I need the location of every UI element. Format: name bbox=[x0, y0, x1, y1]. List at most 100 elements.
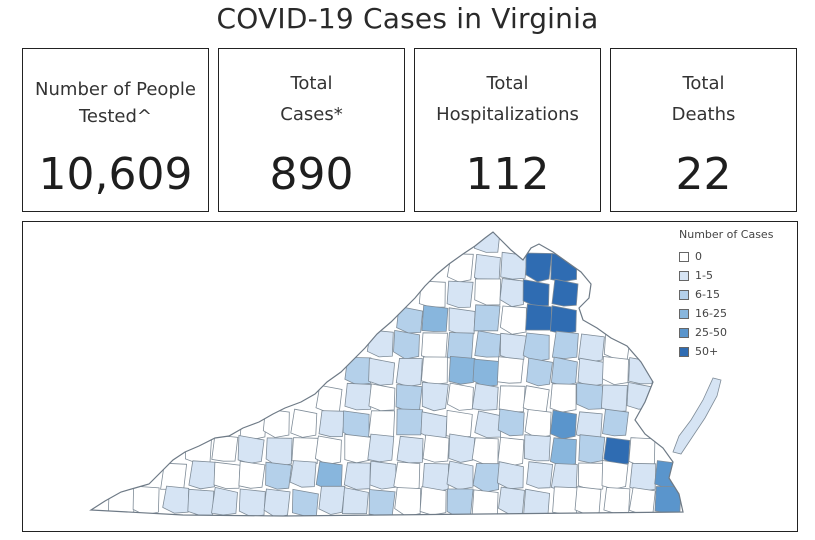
county-region[interactable] bbox=[446, 280, 474, 309]
county-region[interactable] bbox=[602, 408, 629, 437]
county-region[interactable] bbox=[601, 460, 629, 490]
county-region[interactable] bbox=[238, 488, 266, 517]
county-region[interactable] bbox=[474, 410, 502, 438]
county-region[interactable] bbox=[473, 304, 501, 332]
county-region[interactable] bbox=[474, 330, 502, 358]
county-region[interactable] bbox=[369, 460, 397, 490]
county-region[interactable] bbox=[368, 489, 396, 517]
county-region[interactable] bbox=[500, 251, 528, 280]
kpi-people-tested[interactable]: Number of People Tested^ 10,609 bbox=[22, 48, 209, 212]
county-region[interactable] bbox=[551, 278, 579, 307]
county-region[interactable] bbox=[446, 332, 474, 360]
county-region[interactable] bbox=[496, 356, 524, 384]
county-region[interactable] bbox=[549, 383, 577, 413]
county-region[interactable] bbox=[263, 488, 291, 518]
county-region[interactable] bbox=[188, 460, 216, 490]
county-region[interactable] bbox=[318, 410, 346, 438]
county-region[interactable] bbox=[574, 486, 602, 515]
legend-item[interactable]: 1-5 bbox=[679, 266, 789, 285]
county-region[interactable] bbox=[239, 410, 267, 441]
county-region[interactable] bbox=[314, 435, 342, 465]
county-region[interactable] bbox=[499, 305, 527, 335]
county-region[interactable] bbox=[628, 437, 656, 467]
county-region[interactable] bbox=[472, 358, 500, 388]
county-region[interactable] bbox=[265, 461, 293, 490]
county-region[interactable] bbox=[368, 357, 396, 386]
county-region[interactable] bbox=[522, 279, 550, 307]
county-region[interactable] bbox=[497, 408, 525, 437]
county-region[interactable] bbox=[367, 433, 395, 463]
county-region[interactable] bbox=[549, 437, 577, 467]
county-region[interactable] bbox=[602, 356, 629, 386]
county-region[interactable] bbox=[291, 488, 319, 516]
county-region[interactable] bbox=[446, 253, 474, 283]
county-region[interactable] bbox=[628, 487, 656, 515]
county-region[interactable] bbox=[550, 409, 577, 440]
legend-item[interactable]: 16-25 bbox=[679, 304, 789, 323]
county-region[interactable] bbox=[577, 357, 605, 388]
county-region[interactable] bbox=[603, 487, 631, 515]
county-region[interactable] bbox=[628, 357, 656, 385]
county-region[interactable] bbox=[524, 409, 552, 439]
county-region[interactable] bbox=[395, 357, 423, 387]
county-region[interactable] bbox=[289, 460, 317, 488]
county-region[interactable] bbox=[211, 434, 239, 462]
county-region[interactable] bbox=[471, 383, 499, 411]
county-region[interactable] bbox=[550, 252, 578, 283]
county-region[interactable] bbox=[366, 329, 394, 358]
county-region[interactable] bbox=[446, 382, 474, 411]
county-region[interactable] bbox=[626, 381, 654, 410]
county-region[interactable] bbox=[162, 485, 190, 514]
county-region[interactable] bbox=[600, 384, 628, 413]
county-region[interactable] bbox=[654, 460, 682, 489]
county-region[interactable] bbox=[344, 356, 372, 386]
county-region[interactable] bbox=[525, 303, 552, 331]
county-region[interactable] bbox=[395, 384, 423, 412]
county-region[interactable] bbox=[474, 278, 502, 306]
county-region[interactable] bbox=[393, 461, 421, 492]
county-region[interactable] bbox=[578, 434, 606, 464]
virginia-county-map[interactable] bbox=[23, 222, 799, 533]
county-region[interactable] bbox=[290, 408, 318, 438]
county-region[interactable] bbox=[549, 305, 577, 335]
county-region[interactable] bbox=[421, 381, 449, 412]
county-region[interactable] bbox=[471, 437, 499, 465]
county-region[interactable] bbox=[577, 333, 605, 363]
county-region[interactable] bbox=[421, 332, 448, 360]
county-region[interactable] bbox=[396, 305, 424, 334]
county-region[interactable] bbox=[496, 461, 524, 490]
county-region[interactable] bbox=[446, 460, 474, 491]
county-region[interactable] bbox=[446, 488, 474, 518]
county-region[interactable] bbox=[522, 332, 550, 362]
county-region[interactable] bbox=[498, 385, 526, 413]
county-region[interactable] bbox=[341, 487, 369, 515]
county-region[interactable] bbox=[523, 488, 551, 517]
county-region[interactable] bbox=[344, 433, 372, 464]
eastern-shore-region[interactable] bbox=[672, 377, 722, 455]
county-region[interactable] bbox=[419, 486, 447, 516]
county-region[interactable] bbox=[262, 408, 290, 438]
county-region[interactable] bbox=[343, 462, 371, 490]
county-region[interactable] bbox=[211, 486, 238, 516]
county-region[interactable] bbox=[422, 434, 450, 463]
county-region[interactable] bbox=[318, 485, 346, 515]
county-region[interactable] bbox=[576, 382, 604, 410]
county-region[interactable] bbox=[291, 437, 319, 465]
county-region[interactable] bbox=[473, 253, 501, 284]
county-region[interactable] bbox=[550, 356, 578, 387]
county-region[interactable] bbox=[471, 489, 499, 518]
county-region[interactable] bbox=[393, 329, 420, 360]
county-region[interactable] bbox=[238, 460, 266, 489]
county-region[interactable] bbox=[237, 435, 265, 464]
kpi-total-hospitalizations[interactable]: Total Hospitalizations 112 bbox=[414, 48, 601, 212]
county-region[interactable] bbox=[213, 461, 241, 489]
legend-item[interactable]: 6-15 bbox=[679, 285, 789, 304]
county-region[interactable] bbox=[523, 434, 551, 462]
county-region[interactable] bbox=[472, 463, 500, 493]
county-region[interactable] bbox=[499, 332, 527, 360]
county-region[interactable] bbox=[525, 252, 553, 283]
county-region[interactable] bbox=[498, 486, 525, 516]
county-region[interactable] bbox=[420, 356, 448, 385]
county-region[interactable] bbox=[522, 385, 550, 414]
county-region[interactable] bbox=[448, 433, 476, 463]
